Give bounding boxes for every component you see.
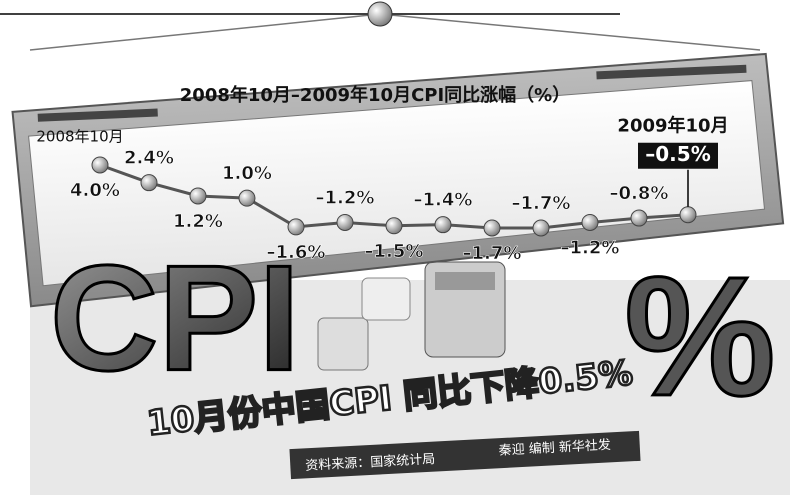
value-label: 2.4% <box>124 148 174 169</box>
point <box>91 156 109 174</box>
value-label: –0.5% <box>645 142 710 166</box>
point <box>189 187 207 205</box>
point <box>532 219 550 237</box>
panel <box>11 52 785 308</box>
value-label: 1.0% <box>222 163 272 184</box>
source-band <box>289 430 641 480</box>
point <box>630 209 648 227</box>
value-label: –1.4% <box>414 190 473 211</box>
value-label: –1.7% <box>463 243 522 264</box>
value-label: –1.7% <box>512 193 571 214</box>
credit: 秦迎 编制 新华社发 <box>498 437 611 459</box>
x-tick-label: 2009年10月 <box>617 115 728 137</box>
source: 资料来源：国家统计局 <box>305 451 436 474</box>
chart-title: 2008年10月–2009年10月CPI同比涨幅（%） <box>180 84 570 106</box>
value-label: –1.6% <box>267 242 326 263</box>
value-label: –1.2% <box>316 187 375 208</box>
value-label: –1.5% <box>365 241 424 262</box>
big-cpi: CPI <box>50 234 300 402</box>
value-label: –1.2% <box>561 237 620 258</box>
point <box>140 174 158 192</box>
point <box>287 218 305 236</box>
value-label: 4.0% <box>70 180 120 201</box>
point <box>679 206 697 224</box>
point <box>385 217 403 235</box>
percent-sign: % <box>624 242 775 432</box>
point <box>434 216 452 234</box>
calculators <box>317 261 506 371</box>
value-label: 1.2% <box>173 211 223 232</box>
point <box>483 219 501 237</box>
pin <box>367 1 393 27</box>
value-label: –0.8% <box>610 183 669 204</box>
point <box>238 189 256 207</box>
x-tick-label: 2008年10月 <box>36 128 123 146</box>
point <box>336 213 354 231</box>
label-box <box>638 142 718 169</box>
hanger-string <box>29 13 761 51</box>
point <box>581 213 599 231</box>
